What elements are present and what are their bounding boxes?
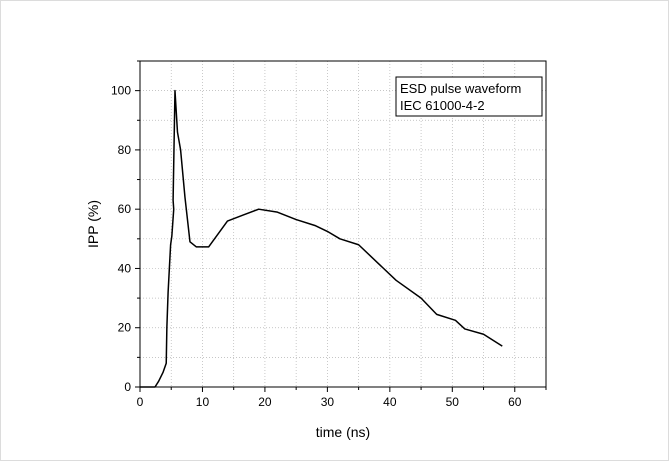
y-axis-title: IPP (%)	[85, 200, 101, 248]
x-tick-label: 10	[196, 395, 210, 409]
legend-line-2: IEC 61000-4-2	[400, 98, 485, 113]
y-tick-label: 100	[111, 84, 131, 98]
y-tick-label: 0	[124, 380, 131, 394]
y-tick-label: 40	[118, 261, 132, 275]
legend: ESD pulse waveform IEC 61000-4-2	[395, 76, 543, 117]
x-axis-title: time (ns)	[316, 424, 370, 440]
x-tick-label: 60	[508, 395, 522, 409]
plot-area-border	[139, 60, 547, 388]
series-line	[140, 89, 503, 388]
y-tick-label: 60	[118, 202, 132, 216]
y-tick-label: 80	[118, 143, 132, 157]
y-tick-label: 20	[118, 321, 132, 335]
legend-line-1: ESD pulse waveform	[400, 81, 521, 96]
x-tick-label: 0	[137, 395, 144, 409]
x-tick-label: 40	[383, 395, 397, 409]
x-tick-label: 50	[446, 395, 460, 409]
x-tick-label: 20	[258, 395, 272, 409]
legend-box	[395, 76, 543, 117]
x-tick-label: 30	[321, 395, 335, 409]
